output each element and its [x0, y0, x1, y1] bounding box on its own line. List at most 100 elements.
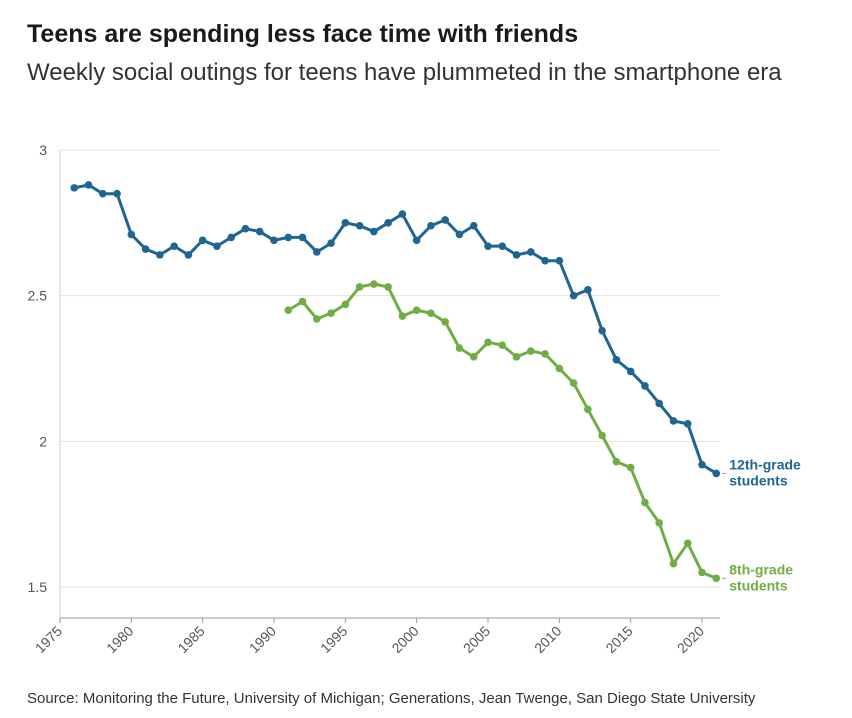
data-point	[113, 189, 121, 198]
x-tick-label: 2020	[674, 623, 707, 656]
data-point	[612, 457, 621, 466]
data-point	[455, 230, 464, 239]
y-tick-label: 2	[39, 433, 47, 449]
data-point	[384, 283, 392, 291]
x-tick-label: 1995	[317, 623, 350, 656]
data-point	[555, 364, 564, 373]
data-point	[255, 227, 264, 236]
x-tick-label: 1990	[246, 623, 279, 656]
data-point	[427, 309, 435, 317]
data-point	[512, 251, 521, 259]
x-tick-label: 1985	[174, 623, 207, 656]
data-point	[298, 233, 307, 242]
data-point	[498, 341, 507, 349]
data-point	[184, 251, 193, 259]
data-point	[626, 463, 635, 472]
data-point	[384, 219, 392, 227]
x-tick-label: 2005	[460, 623, 493, 656]
x-tick-label: 2010	[531, 623, 564, 656]
x-tick-label: 2000	[388, 623, 421, 656]
data-point	[412, 306, 421, 315]
data-point	[441, 318, 450, 326]
data-point	[569, 379, 578, 387]
data-point	[341, 300, 350, 309]
data-point	[84, 181, 93, 189]
data-point	[370, 227, 378, 236]
data-point	[313, 248, 321, 256]
data-point	[327, 309, 335, 317]
data-point	[284, 306, 293, 315]
data-point	[398, 210, 407, 218]
data-point	[156, 251, 164, 259]
data-point	[455, 344, 464, 352]
data-point	[669, 559, 678, 568]
data-point	[683, 539, 692, 548]
data-point	[484, 242, 492, 250]
x-tick-label: 1980	[103, 623, 136, 656]
data-point	[498, 242, 507, 250]
data-point	[712, 574, 721, 583]
data-point	[141, 245, 150, 253]
data-point	[99, 189, 107, 198]
data-point	[683, 420, 692, 428]
data-point	[484, 338, 492, 347]
data-point	[569, 291, 578, 300]
data-point	[527, 347, 535, 355]
grid-lines	[60, 149, 720, 588]
data-point	[355, 221, 364, 230]
data-point	[641, 498, 649, 507]
axes: 1.5 2 2.5 3 1975 1980 1985 1990 1995 2000 2005 2010…	[28, 142, 720, 656]
x-tick-label: 1975	[32, 623, 65, 656]
data-point	[213, 242, 221, 250]
y-tick-label: 2.5	[28, 288, 48, 304]
series-line-12th-grade	[72, 183, 718, 475]
data-point	[469, 221, 478, 230]
data-point	[469, 353, 478, 361]
data-point	[198, 236, 207, 245]
chart-title: Teens are spending less face time with f…	[27, 20, 579, 48]
data-point	[70, 184, 79, 192]
data-point	[698, 460, 706, 469]
data-point	[712, 469, 721, 478]
data-point	[655, 519, 663, 527]
data-point	[412, 236, 421, 245]
series-label: students	[729, 472, 788, 488]
source-note: Source: Monitoring the Future, Universit…	[27, 690, 756, 707]
series-label: 8th-grade	[729, 561, 793, 577]
data-point	[541, 256, 549, 265]
data-point	[612, 355, 621, 364]
series-label: students	[729, 577, 788, 593]
data-point	[127, 230, 136, 239]
data-point	[598, 431, 606, 440]
chart-subtitle: Weekly social outings for teens have plu…	[27, 59, 782, 86]
data-point	[313, 315, 321, 323]
series-label: 12th-grade	[729, 456, 801, 472]
data-point	[355, 283, 364, 291]
data-point	[512, 353, 521, 361]
series-lines	[70, 181, 721, 583]
data-point	[584, 286, 592, 294]
data-point	[284, 233, 293, 242]
data-point	[341, 219, 350, 227]
data-point	[598, 326, 606, 335]
data-point	[427, 221, 435, 230]
data-point	[541, 350, 549, 358]
data-point	[698, 568, 706, 577]
data-point	[170, 242, 178, 250]
data-point	[241, 224, 250, 233]
data-point	[527, 248, 535, 256]
data-point	[270, 236, 278, 245]
data-point	[298, 297, 307, 306]
data-point	[441, 216, 450, 224]
data-point	[655, 399, 663, 408]
data-point	[327, 239, 335, 248]
data-point	[398, 312, 407, 320]
data-point	[641, 382, 649, 390]
data-point	[584, 405, 592, 414]
y-tick-label: 3	[39, 142, 47, 158]
y-tick-label: 1.5	[28, 579, 48, 595]
data-point	[669, 417, 678, 425]
x-tick-label: 2015	[602, 623, 635, 656]
